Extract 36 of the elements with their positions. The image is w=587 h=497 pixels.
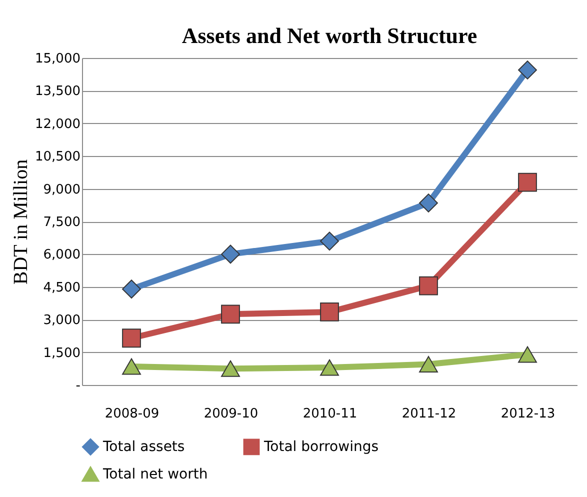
chart-title: Assets and Net worth Structure (182, 23, 478, 48)
x-tick-label: 2011-12 (402, 406, 456, 422)
y-tick-label: - (76, 378, 81, 394)
point (221, 360, 240, 377)
x-tick-label: 2012-13 (500, 406, 556, 422)
y-tick-label: 1,500 (43, 346, 80, 361)
point (518, 172, 537, 192)
y-tick-label: 6,000 (43, 248, 80, 263)
point (419, 194, 438, 212)
point (320, 302, 339, 322)
legend-label: Total assets (102, 438, 185, 455)
y-tick-label: 4,500 (43, 280, 80, 296)
point (320, 359, 339, 376)
point (122, 328, 141, 348)
y-tick-label: 13,500 (35, 84, 80, 100)
x-tick-label: 2008-09 (104, 406, 160, 422)
point (320, 232, 339, 251)
y-axis-title: BDT in Million (10, 159, 32, 285)
point (221, 244, 240, 264)
x-tick-label: 2010-11 (302, 406, 358, 422)
point (122, 280, 141, 299)
y-tick-label: 15,000 (35, 52, 80, 66)
point (419, 356, 438, 373)
point (221, 304, 240, 324)
x-tick-label: 2009-10 (204, 406, 258, 422)
y-tick-label: 12,000 (35, 116, 80, 132)
y-tick-label: 3,000 (43, 313, 80, 328)
y-tick-label: 9,000 (43, 182, 80, 198)
point (419, 276, 438, 296)
legend-label: Total borrowings (263, 438, 379, 455)
point (518, 60, 537, 80)
legend-label: Total net worth (102, 466, 208, 482)
point (518, 346, 537, 363)
point (122, 358, 141, 375)
y-tick-label: 7,500 (43, 215, 80, 230)
y-tick-label: 10,500 (35, 150, 80, 165)
